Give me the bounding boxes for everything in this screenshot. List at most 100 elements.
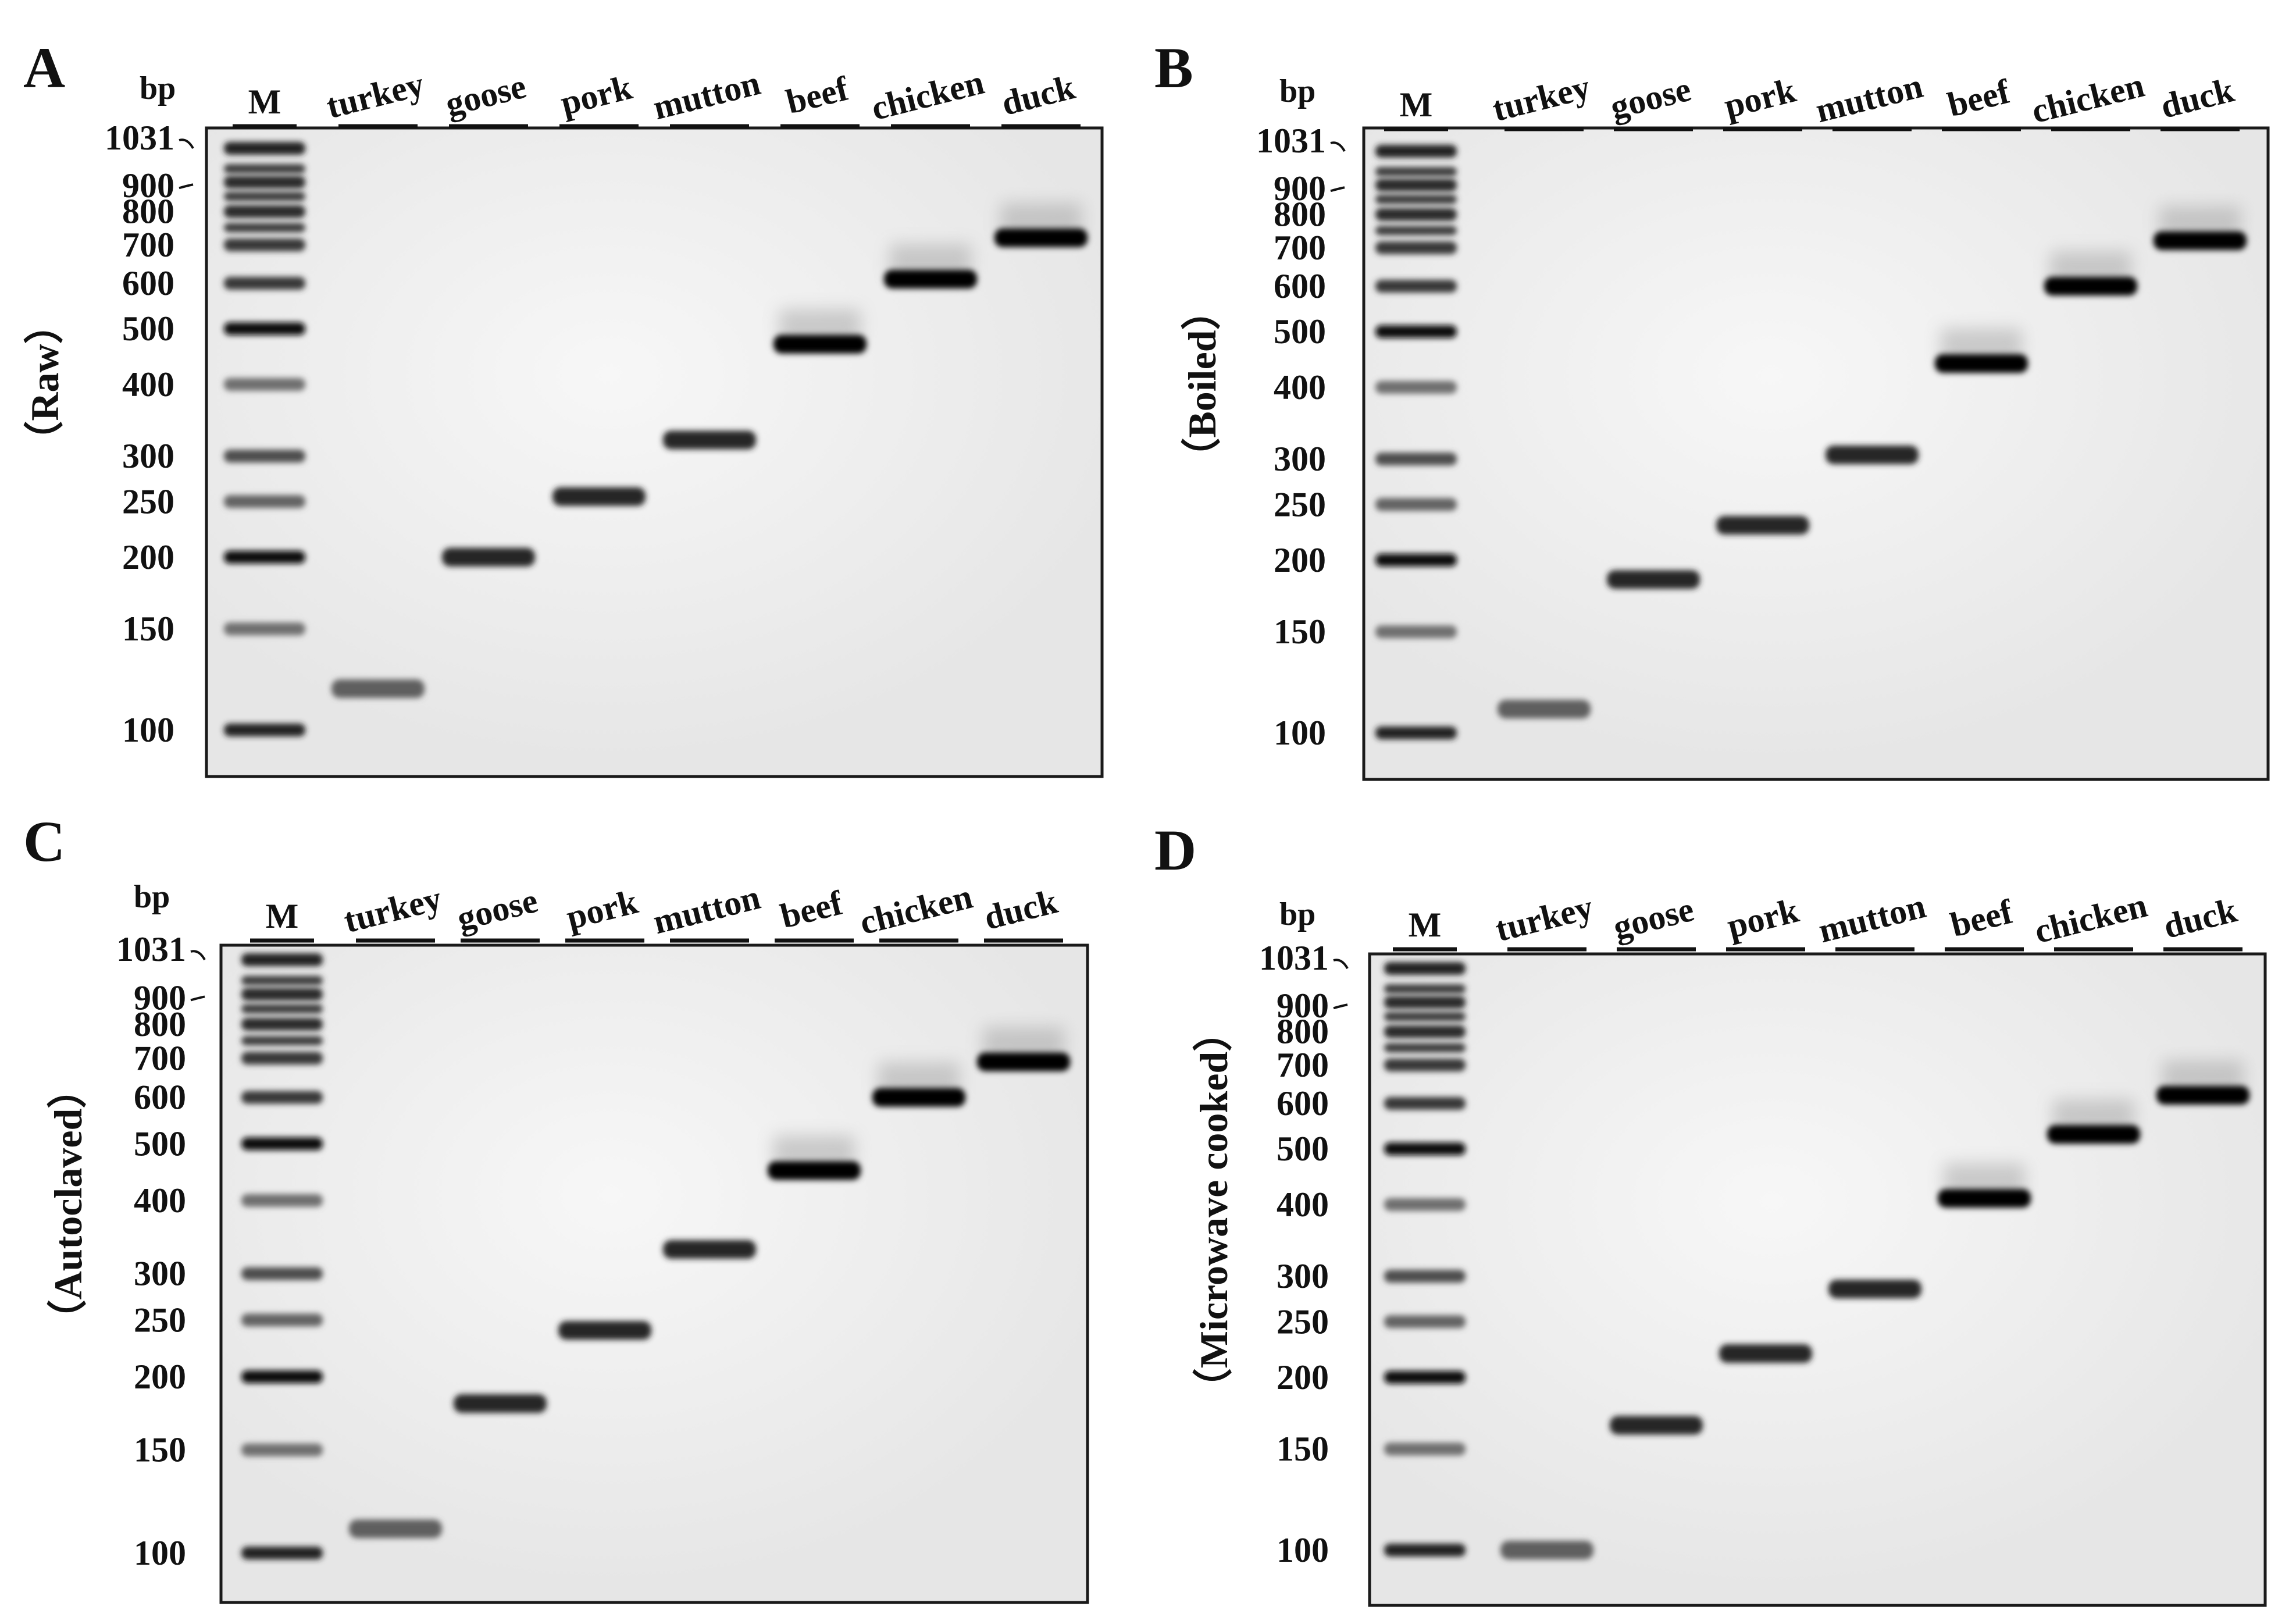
- lane-label-pork: pork: [1720, 70, 1799, 125]
- lane-label-turkey: turkey: [1489, 67, 1594, 129]
- ladder-band: [224, 164, 305, 174]
- ladder-leader-line: [1333, 959, 1349, 970]
- ladder-size-label: 400: [1274, 368, 1326, 407]
- ladder-size-label: 300: [122, 437, 174, 475]
- ladder-size-label: 300: [1277, 1257, 1329, 1295]
- ladder-size-label: 150: [1277, 1430, 1329, 1468]
- sample-band-turkey: [1498, 700, 1591, 719]
- ladder-size-label: 300: [134, 1255, 186, 1293]
- sample-band-beef: [1938, 1189, 2031, 1208]
- panel-letter: D: [1154, 818, 1196, 882]
- lane-label-chicken: chicken: [856, 877, 976, 942]
- ladder-band: [224, 724, 305, 736]
- ladder-band: [1384, 1058, 1466, 1071]
- lane-label-mutton: mutton: [650, 63, 764, 127]
- ladder-band: [1384, 1544, 1466, 1557]
- sample-band-goose: [1610, 1416, 1703, 1435]
- treatment-label: （Raw）: [23, 304, 67, 460]
- lane-label-pork: pork: [1723, 891, 1802, 945]
- sample-band-beef: [1935, 354, 2028, 373]
- ladder-band: [1375, 553, 1457, 567]
- lane-label-mutton: mutton: [1812, 66, 1927, 130]
- lane-label-chicken: chicken: [868, 63, 988, 128]
- marker-lane-label: M: [1409, 906, 1442, 944]
- ladder-band: [1384, 1043, 1466, 1053]
- lane-label-duck: duck: [2160, 891, 2241, 946]
- ladder-band: [1375, 226, 1457, 236]
- lane-label-goose: goose: [441, 67, 530, 124]
- lane-label-beef: beef: [1946, 892, 2016, 944]
- ladder-band: [1375, 498, 1457, 511]
- lane-label-pork: pork: [562, 882, 641, 936]
- ladder-size-label: 700: [134, 1039, 186, 1077]
- ladder-size-label: 600: [1277, 1084, 1329, 1123]
- ladder-size-label: 700: [1277, 1046, 1329, 1084]
- ladder-band: [241, 1091, 323, 1104]
- ladder-leader-line: [190, 995, 205, 1002]
- ladder-band: [1384, 1025, 1466, 1038]
- ladder-size-label: 250: [122, 482, 174, 521]
- ladder-band: [224, 277, 305, 290]
- ladder-band: [224, 205, 305, 218]
- ladder-band: [1384, 1012, 1466, 1021]
- sample-band-duck: [2156, 1085, 2249, 1105]
- ladder-size-label: 250: [134, 1301, 186, 1339]
- sample-band-goose: [1607, 570, 1700, 589]
- ladder-band: [1384, 1142, 1466, 1156]
- ladder-size-label: 500: [1277, 1130, 1329, 1168]
- ladder-band: [241, 1443, 323, 1456]
- ladder-band: [241, 1017, 323, 1031]
- ladder-size-label: 100: [122, 711, 174, 749]
- sample-band-chicken: [884, 269, 977, 289]
- ladder-band: [1375, 194, 1457, 204]
- ladder-band: [1384, 1315, 1466, 1329]
- ladder-band: [241, 953, 323, 966]
- lane-label-goose: goose: [1606, 70, 1695, 127]
- sample-band-goose: [454, 1394, 547, 1413]
- ladder-band: [224, 191, 305, 201]
- sample-band-pork: [552, 487, 646, 506]
- lane-label-turkey: turkey: [1492, 888, 1597, 949]
- sample-band-duck: [994, 228, 1088, 247]
- ladder-leader-line: [179, 183, 194, 190]
- sample-band-goose: [442, 547, 535, 567]
- ladder-band: [1375, 625, 1457, 639]
- bp-unit-label: bp: [1279, 73, 1315, 109]
- sample-band-duck: [2154, 231, 2247, 250]
- gel-image: [1368, 952, 2267, 1607]
- ladder-size-label: 200: [1274, 541, 1326, 579]
- ladder-size-label: 150: [134, 1431, 186, 1469]
- ladder-size-label: 800: [1274, 195, 1326, 234]
- ladder-band: [224, 622, 305, 636]
- ladder-band: [1384, 1443, 1466, 1456]
- sample-band-beef: [768, 1161, 861, 1180]
- lane-label-chicken: chicken: [2028, 66, 2148, 131]
- ladder-band: [241, 1036, 323, 1046]
- sample-band-chicken: [2047, 1125, 2140, 1144]
- ladder-size-label: 500: [1274, 312, 1326, 351]
- ladder-band: [241, 1267, 323, 1280]
- marker-lane-label: M: [1400, 86, 1433, 124]
- treatment-label: （Autoclaved）: [46, 1069, 90, 1340]
- ladder-size-label: 500: [134, 1124, 186, 1163]
- lane-label-mutton: mutton: [1815, 886, 1930, 950]
- ladder-band: [1375, 179, 1457, 192]
- ladder-band: [224, 450, 305, 463]
- ladder-band: [1384, 1270, 1466, 1283]
- ladder-band: [224, 176, 305, 189]
- ladder-size-label: 250: [1274, 485, 1326, 523]
- ladder-band: [241, 988, 323, 1001]
- lane-label-pork: pork: [557, 67, 636, 122]
- ladder-band: [1384, 996, 1466, 1009]
- sample-band-mutton: [1828, 1280, 1921, 1299]
- ladder-size-label: 800: [122, 193, 174, 231]
- ladder-band: [1375, 380, 1457, 394]
- ladder-band: [241, 1313, 323, 1327]
- ladder-band: [224, 377, 305, 391]
- sample-band-mutton: [663, 1240, 756, 1259]
- sample-band-turkey: [1500, 1541, 1593, 1559]
- sample-band-turkey: [331, 679, 425, 699]
